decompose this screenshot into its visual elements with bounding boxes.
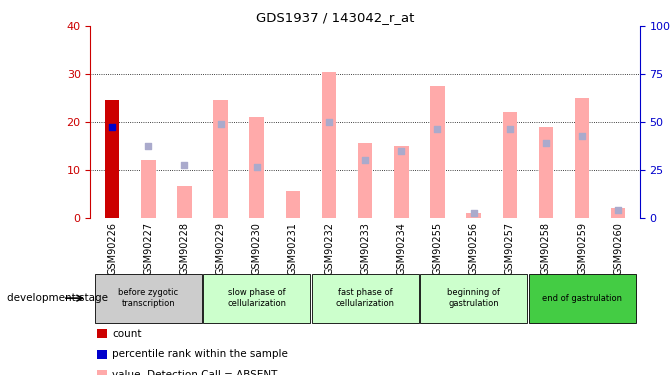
- Bar: [105, 100, 119, 218]
- Point: [143, 143, 153, 149]
- Point: [577, 133, 588, 139]
- Text: percentile rank within the sample: percentile rank within the sample: [112, 350, 288, 359]
- Bar: [105, 100, 119, 218]
- Bar: [575, 98, 589, 218]
- Point: [432, 126, 443, 132]
- Point: [179, 162, 190, 168]
- Point: [215, 121, 226, 127]
- Point: [107, 124, 117, 130]
- Bar: [420, 274, 527, 322]
- Point: [360, 157, 371, 163]
- Text: development stage: development stage: [7, 293, 108, 303]
- Text: before zygotic
transcription: before zygotic transcription: [118, 288, 178, 308]
- Text: slow phase of
cellularization: slow phase of cellularization: [227, 288, 286, 308]
- Point: [107, 124, 117, 130]
- Point: [541, 140, 551, 146]
- Bar: [312, 274, 419, 322]
- Bar: [203, 274, 310, 322]
- Text: value, Detection Call = ABSENT: value, Detection Call = ABSENT: [112, 370, 277, 375]
- Text: beginning of
gastrulation: beginning of gastrulation: [447, 288, 500, 308]
- Bar: [285, 191, 300, 217]
- Bar: [539, 127, 553, 218]
- Point: [396, 147, 407, 154]
- Point: [505, 126, 515, 132]
- Bar: [249, 117, 264, 218]
- Text: GDS1937 / 143042_r_at: GDS1937 / 143042_r_at: [256, 11, 414, 24]
- Bar: [177, 186, 192, 218]
- Bar: [466, 213, 481, 217]
- Text: end of gastrulation: end of gastrulation: [542, 294, 622, 303]
- Point: [251, 164, 262, 170]
- Text: count: count: [112, 329, 141, 339]
- Bar: [430, 86, 445, 218]
- Point: [468, 210, 479, 216]
- Bar: [502, 112, 517, 218]
- Bar: [94, 274, 202, 322]
- Text: fast phase of
cellularization: fast phase of cellularization: [336, 288, 395, 308]
- Bar: [322, 72, 336, 217]
- Bar: [358, 143, 373, 218]
- Bar: [529, 274, 636, 322]
- Bar: [141, 160, 155, 218]
- Bar: [611, 208, 625, 218]
- Point: [613, 207, 624, 213]
- Point: [324, 119, 334, 125]
- Bar: [213, 100, 228, 218]
- Bar: [394, 146, 409, 218]
